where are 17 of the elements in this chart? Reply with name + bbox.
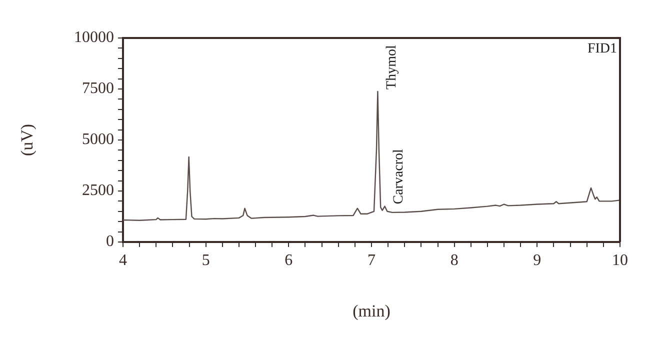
y-tick-label: 0 (106, 233, 114, 250)
y-tick-label: 10000 (74, 29, 114, 46)
x-tick-label: 5 (202, 252, 210, 269)
annotation: Carvacrol (391, 148, 406, 204)
annotation: FID1 (587, 42, 617, 57)
x-tick-label: 10 (612, 252, 628, 269)
annotation: Thymol (384, 45, 400, 90)
x-tick-label: 9 (533, 252, 542, 269)
y-axis-title: (uV) (18, 124, 37, 156)
x-tick-label: 7 (368, 252, 376, 269)
x-axis-title: (min) (352, 301, 390, 320)
y-tick-label: 7500 (82, 80, 114, 98)
x-tick-label: 4 (119, 252, 127, 269)
y-tick-label: 5000 (82, 131, 114, 148)
x-tick-label: 6 (284, 252, 293, 269)
x-tick-label: 8 (450, 252, 458, 269)
y-tick-label: 2500 (82, 182, 114, 200)
